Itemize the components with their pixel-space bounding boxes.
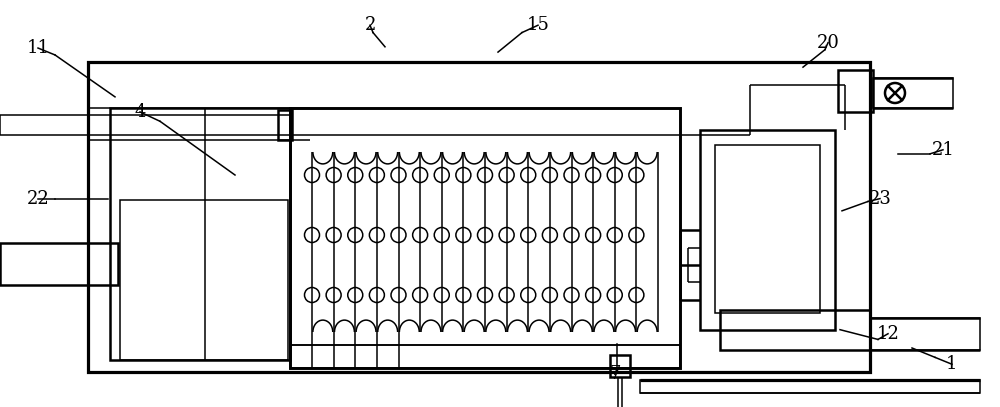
Text: 7: 7 — [609, 365, 621, 383]
Text: 12: 12 — [877, 325, 899, 343]
Text: 11: 11 — [26, 39, 50, 57]
Bar — [610, 355, 630, 377]
Bar — [873, 78, 953, 108]
Text: 21: 21 — [932, 141, 954, 159]
Bar — [640, 380, 980, 393]
Bar — [838, 70, 873, 112]
Bar — [120, 200, 288, 360]
Bar — [720, 310, 870, 350]
Text: 23: 23 — [869, 190, 891, 208]
Bar — [110, 108, 290, 360]
Bar — [700, 130, 835, 330]
Text: 22: 22 — [27, 190, 49, 208]
Bar — [715, 145, 820, 313]
Text: 20: 20 — [817, 34, 839, 52]
Bar — [290, 108, 680, 368]
Text: 2: 2 — [364, 16, 376, 34]
Bar — [870, 318, 980, 350]
Bar — [88, 62, 870, 372]
Bar — [278, 110, 292, 140]
Text: 1: 1 — [946, 355, 958, 373]
Text: 15: 15 — [527, 16, 549, 34]
Bar — [290, 345, 680, 368]
Text: 4: 4 — [134, 103, 146, 121]
Bar — [0, 243, 118, 285]
